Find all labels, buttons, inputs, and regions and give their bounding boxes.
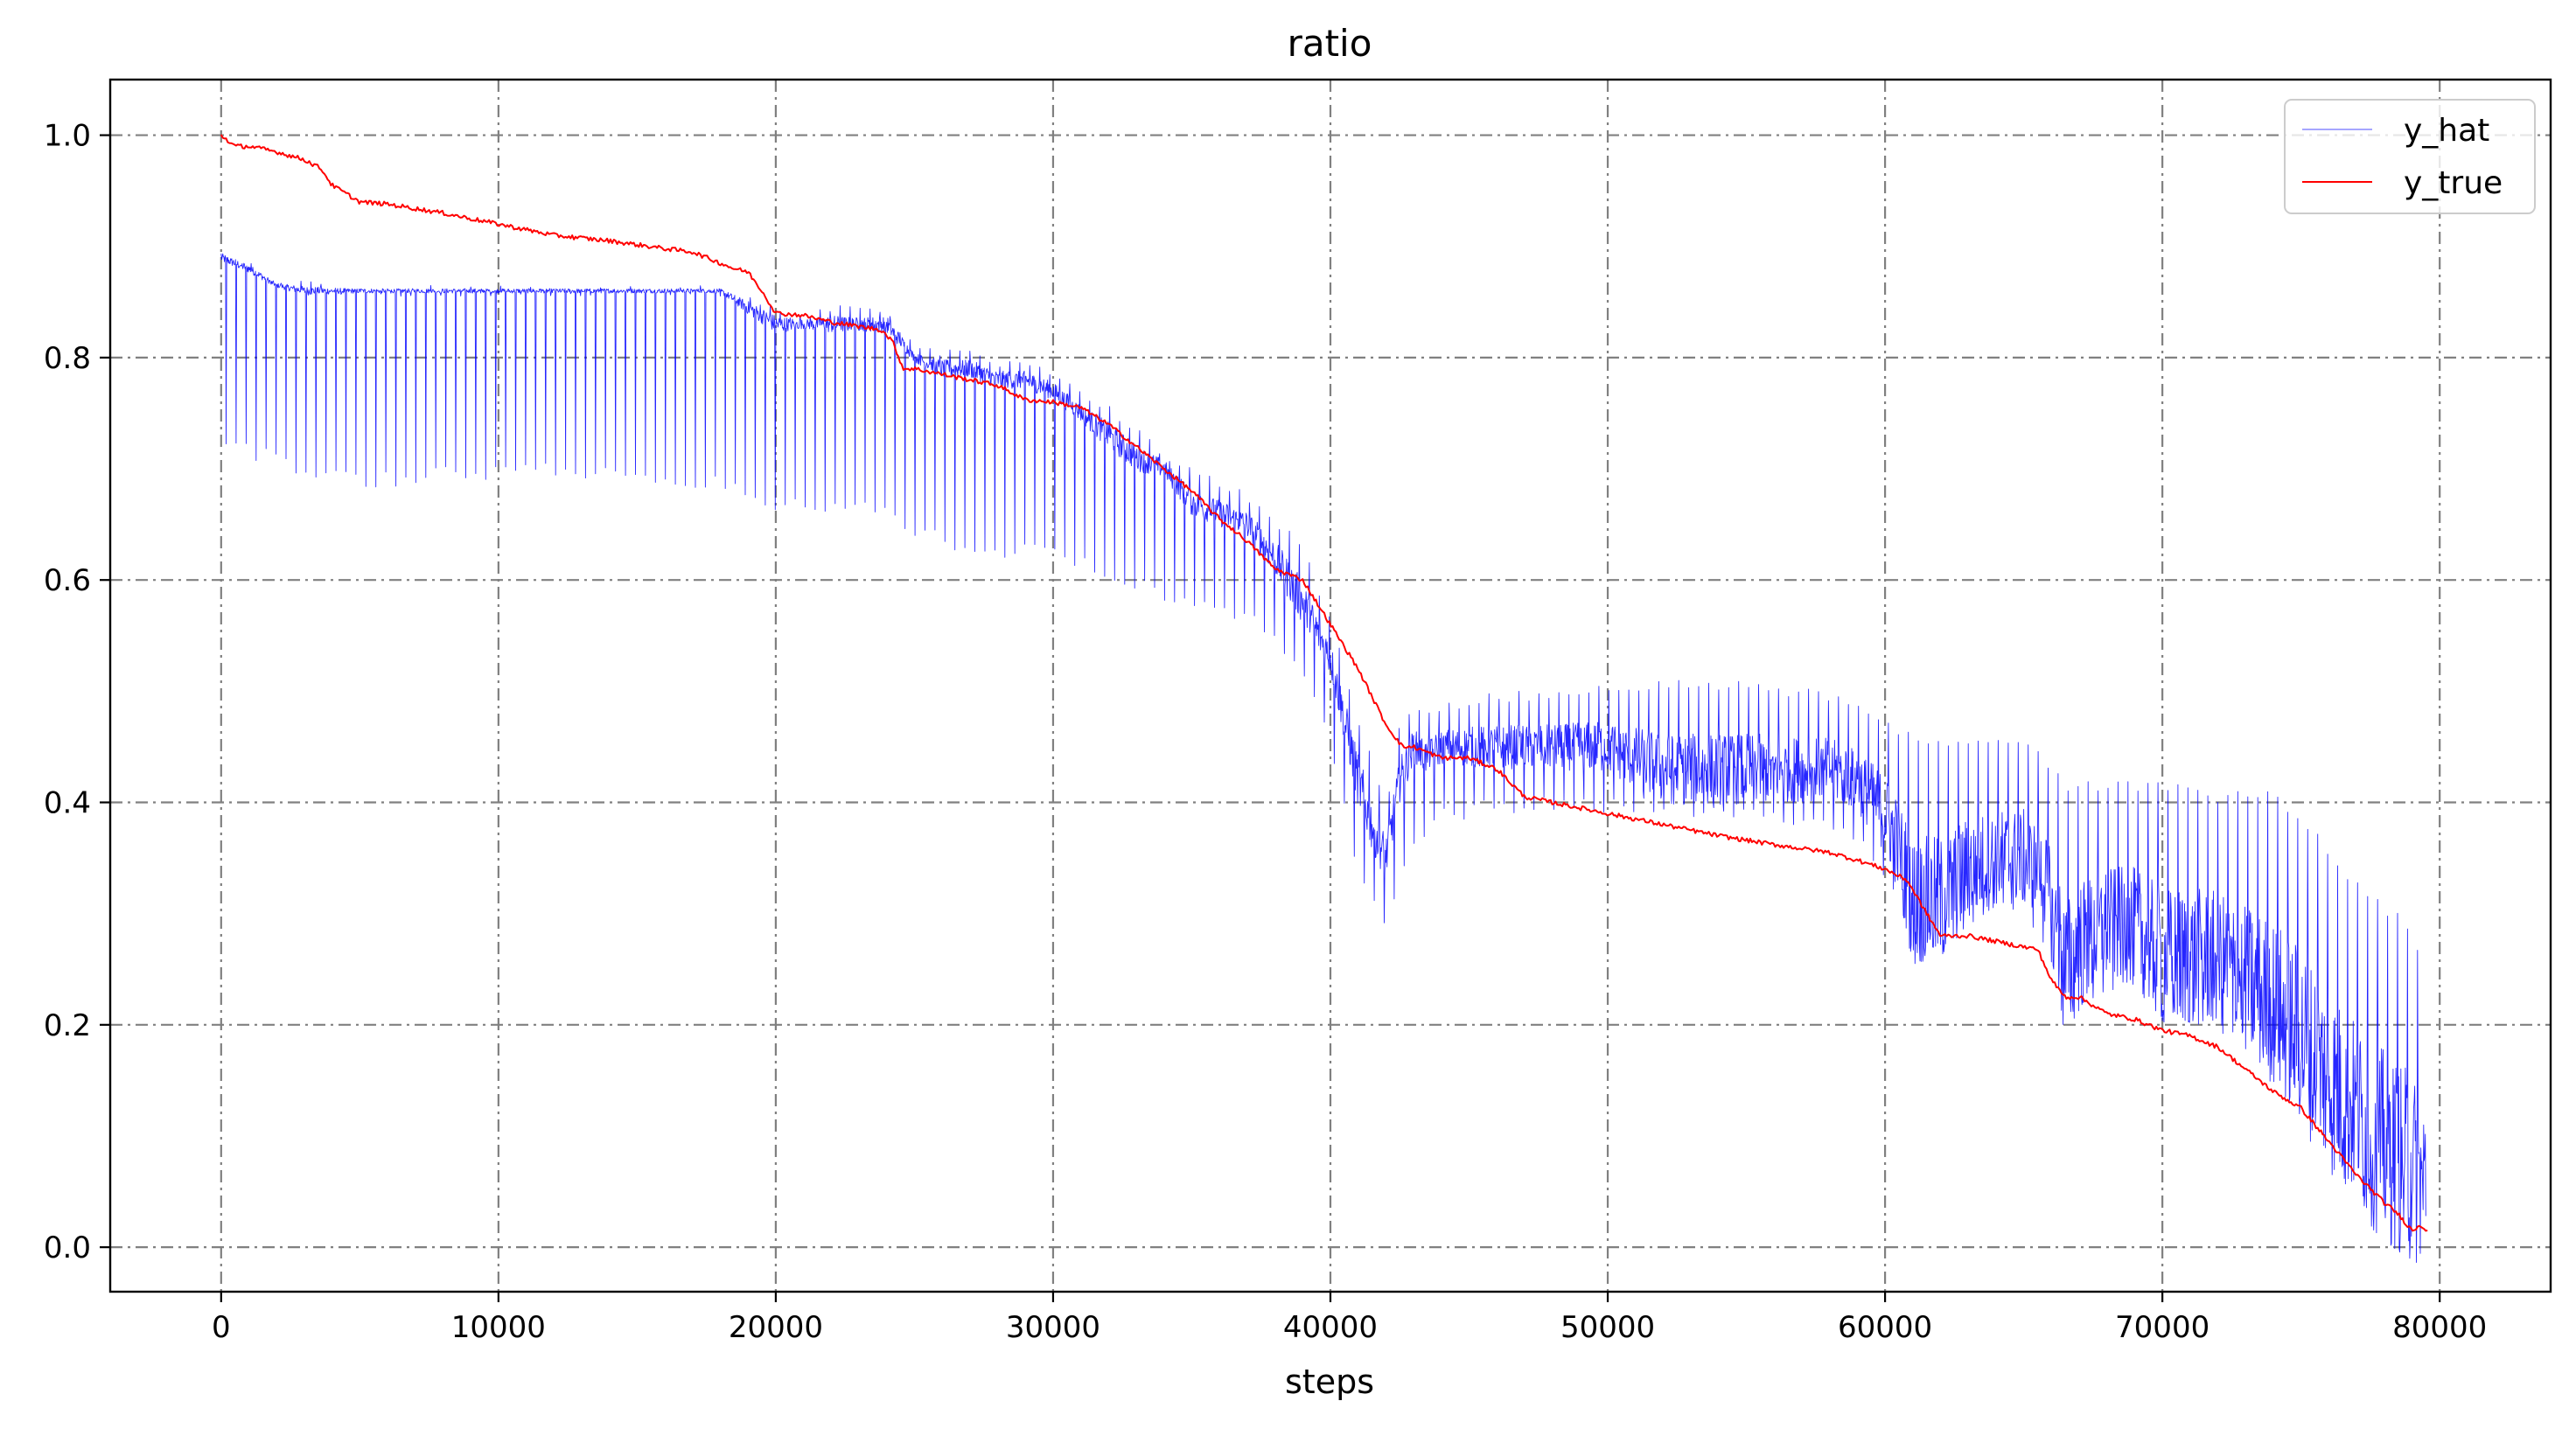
legend-label-y-hat: y_hat: [2404, 113, 2489, 149]
y-tick-label: 1.0: [44, 119, 91, 154]
y-hat-line: [220, 253, 2426, 1263]
legend-label-y-true: y_true: [2404, 165, 2503, 201]
y-tick-label: 0.2: [44, 1008, 91, 1043]
y-tick-label: 0.8: [44, 341, 91, 376]
y-true-line: [220, 134, 2428, 1232]
y-tick-label: 0.0: [44, 1230, 91, 1265]
axis-ticks: 0 10000 20000 30000 40000 50000 60000 70000 8000…: [44, 119, 2487, 1345]
x-tick-label: 80000: [2392, 1310, 2487, 1345]
chart-title: ratio: [1288, 22, 1372, 65]
x-tick-label: 20000: [729, 1310, 823, 1345]
legend: y_hat y_true: [2284, 99, 2536, 214]
legend-box: [2284, 99, 2536, 214]
grid-lines: [110, 80, 2551, 1292]
x-tick-label: 70000: [2115, 1310, 2209, 1345]
y-tick-label: 0.6: [44, 563, 91, 598]
y-tick-label: 0.4: [44, 786, 91, 821]
series-y-hat: [220, 253, 2426, 1263]
x-axis-label: steps: [1285, 1363, 1374, 1401]
x-tick-label: 60000: [1838, 1310, 1932, 1345]
x-tick-label: 30000: [1006, 1310, 1100, 1345]
x-tick-label: 0: [212, 1310, 231, 1345]
x-tick-label: 50000: [1560, 1310, 1655, 1345]
x-tick-label: 10000: [451, 1310, 546, 1345]
x-tick-label: 40000: [1283, 1310, 1378, 1345]
series-y-true: [220, 134, 2428, 1232]
